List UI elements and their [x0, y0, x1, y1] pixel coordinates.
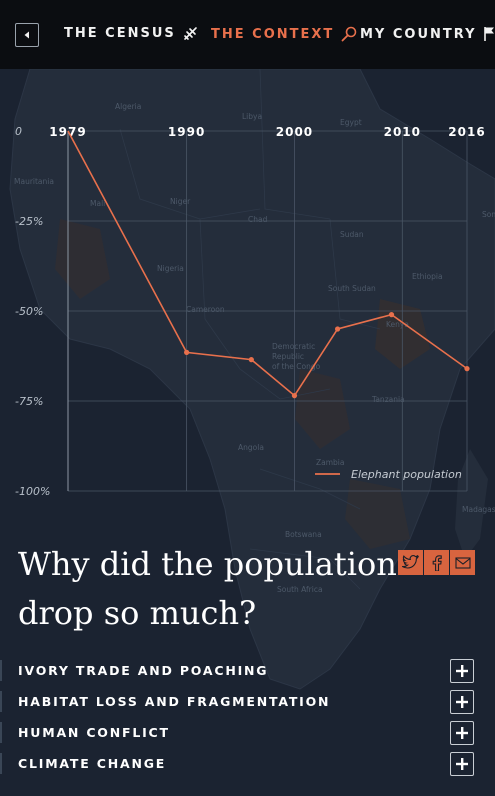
nav-the-context[interactable]: THE CONTEXT — [211, 26, 357, 42]
expand-plus-icon[interactable] — [450, 689, 474, 714]
population-chart: 1979 1990 2000 2010 2016 0-25%-50%-75%-100% … — [15, 125, 485, 498]
share-email-button[interactable] — [450, 550, 475, 575]
map-label: Tanzania — [371, 395, 405, 404]
map-label: Chad — [248, 215, 268, 224]
data-point — [334, 326, 341, 332]
map-label: Niger — [170, 197, 191, 206]
map-label: Botswana — [285, 530, 322, 539]
x-tick-label: 2010 — [384, 125, 421, 139]
expand-plus-icon[interactable] — [450, 751, 474, 776]
x-axis-ticks: 1979 1990 2000 2010 2016 — [49, 125, 485, 139]
airplane-icon — [183, 27, 197, 40]
accordion-item-ivory-trade[interactable]: IVORY TRADE AND POACHING — [0, 655, 495, 686]
y-tick-label: -100% — [15, 485, 50, 498]
map-label: Zambia — [316, 458, 344, 467]
accordion-label: HUMAN CONFLICT — [18, 725, 170, 740]
map-label: South Sudan — [328, 284, 376, 293]
map-label: Libya — [242, 112, 262, 121]
headline-line-1: Why did the population — [18, 545, 397, 583]
x-tick-label: 2000 — [276, 125, 313, 139]
data-point — [291, 393, 298, 399]
accordion-item-human-conflict[interactable]: HUMAN CONFLICT — [0, 717, 495, 748]
map-label: Republic — [272, 352, 304, 361]
x-tick-label: 2016 — [448, 125, 485, 139]
map-label: Ethiopia — [412, 272, 443, 281]
map-label: Algeria — [115, 102, 141, 111]
y-tick-label: -50% — [15, 305, 43, 318]
section-headline: Why did the population drop so much? — [18, 540, 398, 638]
nav-country-label: MY COUNTRY — [360, 26, 477, 42]
email-icon — [454, 556, 471, 569]
map-label: of the Congo — [272, 362, 321, 371]
expand-plus-icon[interactable] — [450, 720, 474, 745]
y-axis-ticks: 0 -25% -50% -75% -100% — [15, 125, 50, 498]
map-label: Nigeria — [157, 264, 184, 273]
series-points — [184, 312, 470, 399]
top-nav: THE CENSUS THE CONTEXT MY COUNTRY — [0, 0, 495, 69]
expand-plus-icon[interactable] — [450, 658, 474, 683]
map-label: Egypt — [340, 118, 362, 127]
map-label: Angola — [238, 443, 264, 452]
accordion-item-climate-change[interactable]: CLIMATE CHANGE — [0, 748, 495, 779]
causes-accordion: IVORY TRADE AND POACHING HABITAT LOSS AN… — [0, 655, 495, 779]
search-icon — [341, 26, 357, 42]
share-facebook-button[interactable] — [424, 550, 449, 575]
headline-line-2: drop so much? — [18, 594, 257, 632]
map-label: Mauritania — [14, 177, 54, 186]
flag-icon — [484, 27, 495, 41]
chart-legend: Elephant population — [315, 468, 462, 481]
accordion-item-habitat-loss[interactable]: HABITAT LOSS AND FRAGMENTATION — [0, 686, 495, 717]
map-label: Madagascar — [462, 505, 495, 514]
data-point — [464, 366, 470, 372]
back-arrow-icon — [24, 31, 29, 39]
data-point — [248, 357, 254, 363]
share-buttons — [398, 550, 475, 575]
data-point — [388, 312, 395, 318]
back-button[interactable] — [15, 23, 39, 47]
map-label: Sudan — [340, 230, 364, 239]
chart-grid — [67, 130, 468, 492]
y-tick-label: -25% — [15, 215, 43, 228]
nav-my-country[interactable]: MY COUNTRY — [360, 26, 495, 42]
nav-the-census[interactable]: THE CENSUS — [64, 26, 198, 41]
facebook-icon — [432, 554, 442, 571]
accordion-label: HABITAT LOSS AND FRAGMENTATION — [18, 694, 331, 709]
series-line-elephant-population — [67, 130, 468, 397]
x-tick-label: 1979 — [49, 125, 86, 139]
y-tick-label: -75% — [15, 395, 43, 408]
data-point — [184, 349, 190, 355]
nav-census-label: THE CENSUS — [64, 26, 176, 41]
share-twitter-button[interactable] — [398, 550, 423, 575]
y-tick-label: 0 — [15, 125, 22, 138]
nav-context-label: THE CONTEXT — [211, 26, 335, 42]
map-label: Cameroon — [186, 305, 225, 314]
map-label: South Africa — [277, 585, 323, 594]
map-label: Mali — [90, 199, 105, 208]
legend-label: Elephant population — [351, 468, 462, 481]
map-illustration: Algeria Libya Egypt Mauritania Mali Nige… — [0, 69, 495, 796]
accordion-label: CLIMATE CHANGE — [18, 756, 167, 771]
map-label: Somalia — [482, 210, 495, 219]
x-tick-label: 1990 — [168, 125, 205, 139]
accordion-label: IVORY TRADE AND POACHING — [18, 663, 269, 678]
twitter-icon — [402, 555, 419, 569]
africa-map-background: Algeria Libya Egypt Mauritania Mali Nige… — [0, 69, 495, 796]
map-label: Kenya — [386, 320, 409, 329]
map-label: Democratic — [272, 342, 315, 351]
